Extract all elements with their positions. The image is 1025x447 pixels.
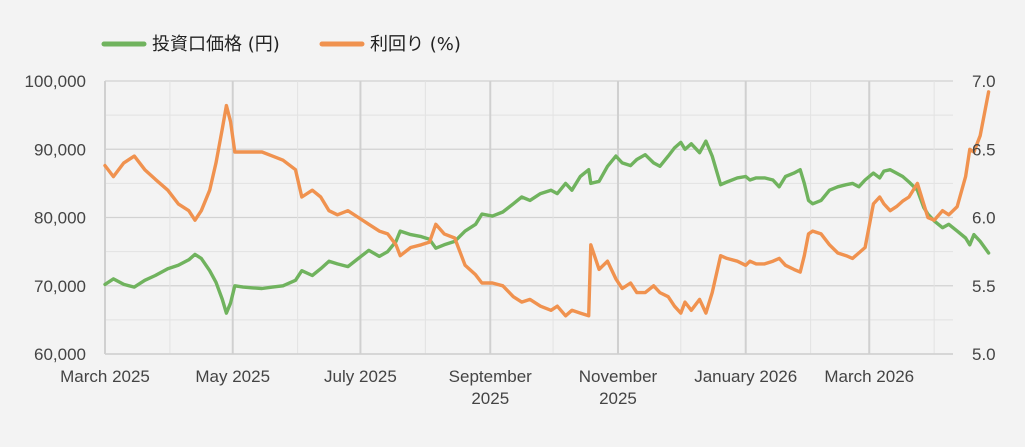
y-left-tick-label: 70,000 [34,277,86,296]
x-tick-label: September [449,367,532,386]
y-right-tick-label: 5.0 [972,345,996,364]
y-left-tick-label: 90,000 [34,140,86,159]
tick-labels: 60,000 70,000 80,000 90,000 100,000 5.0 5.5 6.0… [25,72,996,408]
y-left-tick-label: 60,000 [34,345,86,364]
x-tick-label: March 2025 [60,367,150,386]
grid-lines [104,80,953,355]
y-right-tick-label: 6.0 [972,209,996,228]
y-right-tick-label: 6.5 [972,140,996,159]
x-tick-label: March 2026 [824,367,914,386]
y-left-tick-label: 100,000 [25,72,86,91]
x-tick-label: July 2025 [324,367,397,386]
legend-label: 利回り (%) [370,34,461,55]
x-tick-label: January 2026 [694,367,797,386]
legend: 投資口価格 (円) 利回り (%) [101,34,461,55]
legend-label: 投資口価格 (円) [152,34,280,55]
price-series-line [103,139,991,315]
x-tick-label: May 2025 [195,367,270,386]
x-tick-label: 2025 [471,389,509,408]
series-lines [103,90,991,318]
x-tick-label: November [579,367,658,386]
y-right-tick-label: 5.5 [972,277,996,296]
x-tick-label: 2025 [599,389,637,408]
yield-series-line [103,90,991,318]
y-right-tick-label: 7.0 [972,72,996,91]
y-left-tick-label: 80,000 [34,209,86,228]
